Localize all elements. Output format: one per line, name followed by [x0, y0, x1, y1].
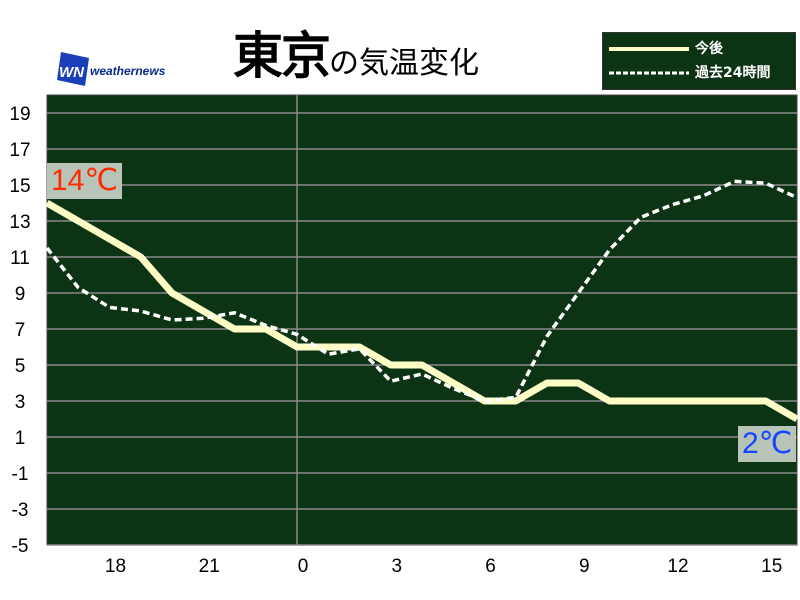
title-main: 東京 — [233, 27, 331, 85]
y-tick-label: 3 — [15, 392, 26, 413]
x-tick-label: 6 — [485, 556, 496, 577]
legend: 今後 過去24時間 — [602, 32, 796, 90]
y-tick-label: 9 — [15, 284, 26, 305]
chart-title: 東京の気温変化 — [233, 26, 479, 94]
y-tick-label: -5 — [12, 536, 29, 557]
y-tick-label: 1 — [15, 428, 26, 449]
y-tick-label: 13 — [9, 212, 30, 233]
y-tick-label: -3 — [12, 500, 29, 521]
y-tick-label: 7 — [15, 320, 26, 341]
x-tick-label: 9 — [579, 556, 590, 577]
legend-label: 過去24時間 — [695, 65, 771, 81]
x-tick-label: 15 — [761, 556, 782, 577]
y-tick-label: -1 — [12, 464, 29, 485]
legend-item-past: 過去24時間 — [603, 63, 795, 83]
x-tick-label: 18 — [105, 556, 126, 577]
title-sub: の気温変化 — [329, 46, 479, 81]
legend-item-forecast: 今後 — [603, 39, 795, 59]
x-tick-label: 0 — [298, 556, 309, 577]
y-tick-label: 11 — [10, 248, 30, 269]
y-tick-label: 17 — [9, 140, 30, 161]
x-tick-label: 21 — [199, 556, 220, 577]
x-tick-label: 3 — [391, 556, 402, 577]
logo-mark: WN — [59, 64, 85, 81]
y-tick-label: 5 — [15, 356, 26, 377]
series-line-forecast — [45, 199, 799, 423]
end-temp-label: 2℃ — [738, 426, 797, 462]
plot-area — [46, 94, 798, 546]
y-tick-label: 19 — [9, 104, 30, 125]
weathernews-logo-icon: WN — [57, 52, 89, 86]
x-tick-label: 12 — [667, 556, 688, 577]
start-temp-label: 14℃ — [47, 163, 123, 199]
y-tick-label: 15 — [9, 176, 30, 197]
legend-label: 今後 — [695, 41, 723, 57]
logo-text: weathernews — [90, 64, 166, 78]
